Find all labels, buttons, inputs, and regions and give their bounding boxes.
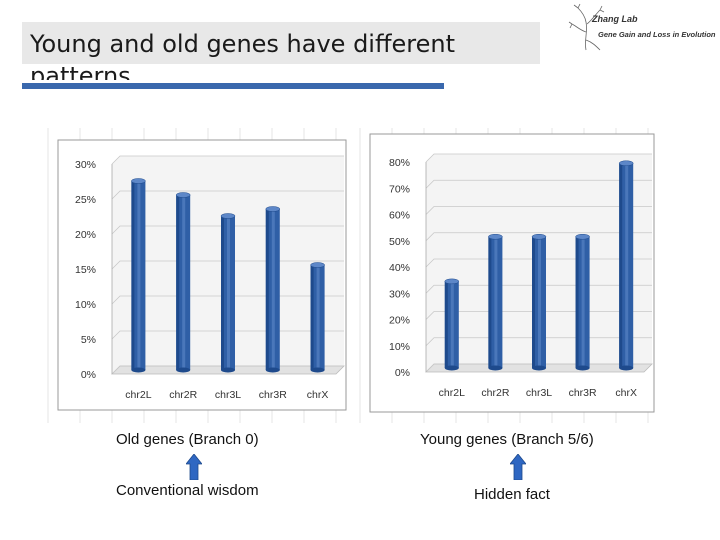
young-genes-chart: 0% 10% 20% 30% 40% 50% 60% 70% 80% chr2L chr2R chr3…: [359, 128, 655, 423]
y-tick-label: 25%: [75, 194, 96, 206]
title-background: [22, 22, 540, 64]
bar-highlight: [316, 265, 320, 370]
chart-panel-old: 0% 5% 10% 15% 20% 25% 30% chr2L chr2R chr3L chr3R c…: [44, 128, 360, 423]
bar: [310, 262, 325, 373]
y-tick-label: 30%: [75, 159, 96, 171]
bar-highlight: [450, 281, 454, 368]
old-genes-label: Old genes (Branch 0): [116, 431, 259, 448]
bar-cap: [265, 206, 281, 212]
bar-cap: [618, 160, 634, 166]
y-gridline: [425, 206, 652, 215]
bar: [265, 206, 281, 373]
old-genes-chart: 0% 5% 10% 15% 20% 25% 30% chr2L chr2R chr3L chr3R c…: [47, 128, 347, 423]
y-tick-label: 0%: [81, 369, 96, 381]
bar-base: [532, 365, 546, 371]
bar-highlight: [182, 195, 186, 370]
bar-base: [221, 367, 235, 373]
bar: [220, 213, 236, 373]
bar-cap: [488, 234, 503, 240]
bar: [531, 234, 547, 371]
bar: [575, 234, 590, 371]
bar-highlight: [538, 236, 541, 368]
bar-base: [619, 365, 634, 371]
bar-cap: [220, 213, 236, 219]
up-arrow-icon: [510, 454, 526, 480]
bar-cap: [531, 234, 547, 240]
lab-logo-icon: [568, 3, 605, 51]
up-arrow-icon: [186, 454, 202, 480]
hidden-fact-note: Hidden fact: [474, 486, 550, 503]
y-tick-label: 50%: [389, 236, 410, 248]
bar: [444, 278, 460, 371]
x-tick-label: chr2R: [169, 389, 197, 401]
bar-highlight: [494, 236, 498, 368]
bar-shade: [444, 281, 448, 368]
x-tick-label: chr2L: [439, 387, 465, 399]
bar-cap: [175, 192, 191, 198]
bar-highlight: [625, 163, 629, 368]
bar: [131, 178, 146, 373]
slide-title: Young and old genes have different patte…: [30, 30, 455, 80]
x-tick-label: chr3L: [526, 387, 552, 399]
y-tick-label: 0%: [395, 367, 410, 379]
bar-base: [310, 367, 325, 373]
bar-shade: [619, 163, 623, 368]
bar-cap: [131, 178, 146, 184]
bar-cap: [575, 234, 590, 240]
bar-base: [488, 365, 503, 371]
y-tick-label: 10%: [389, 341, 410, 353]
logo-title: Zhang Lab: [592, 14, 638, 24]
x-tick-label: chrX: [307, 389, 329, 401]
bar-shade: [310, 265, 314, 370]
bar-base: [131, 367, 146, 373]
y-tick-label: 70%: [389, 183, 410, 195]
bar: [488, 234, 503, 371]
young-genes-label: Young genes (Branch 5/6): [420, 431, 594, 448]
x-tick-label: chr3R: [569, 387, 597, 399]
conventional-wisdom-note: Conventional wisdom: [116, 482, 259, 499]
bar-cap: [444, 278, 460, 285]
logo-subtitle: Gene Gain and Loss in Evolution: [598, 30, 716, 39]
bar: [618, 160, 634, 371]
title-underline: [22, 83, 444, 89]
bar-highlight: [581, 236, 585, 368]
bar-shade: [488, 236, 492, 368]
y-tick-label: 30%: [389, 288, 410, 300]
bar: [175, 192, 191, 373]
y-gridline: [425, 232, 652, 242]
x-tick-label: chr2R: [481, 387, 509, 399]
y-gridline: [111, 155, 344, 165]
y-tick-label: 20%: [389, 315, 410, 327]
bar-shade: [575, 236, 579, 368]
bar-base: [265, 367, 280, 373]
bar-base: [444, 365, 459, 371]
y-gridline: [425, 153, 652, 163]
bar-shade: [221, 216, 224, 370]
bar-base: [176, 367, 191, 373]
x-tick-label: chr3L: [215, 389, 241, 401]
y-tick-label: 20%: [75, 229, 96, 241]
y-tick-label: 10%: [75, 299, 96, 311]
y-tick-label: 40%: [389, 262, 410, 274]
x-tick-label: chr2L: [125, 389, 151, 401]
bar-shade: [176, 195, 180, 370]
bar-shade: [131, 181, 135, 370]
y-tick-label: 15%: [75, 264, 96, 276]
bar-highlight: [137, 181, 141, 370]
x-tick-label: chrX: [615, 387, 637, 399]
chart-panel-young: 0% 10% 20% 30% 40% 50% 60% 70% 80% chr2L chr2R chr3…: [356, 128, 668, 423]
x-tick-label: chr3R: [259, 389, 287, 401]
bar-base: [575, 365, 590, 371]
y-gridline: [111, 190, 344, 200]
y-tick-label: 60%: [389, 210, 410, 222]
y-tick-label: 80%: [389, 157, 410, 169]
bar-highlight: [271, 209, 275, 370]
bar-shade: [532, 236, 535, 368]
bar-cap: [310, 262, 325, 268]
bar-shade: [265, 209, 269, 370]
y-tick-label: 5%: [81, 334, 96, 346]
y-gridline: [425, 179, 652, 189]
bar-highlight: [227, 216, 230, 370]
